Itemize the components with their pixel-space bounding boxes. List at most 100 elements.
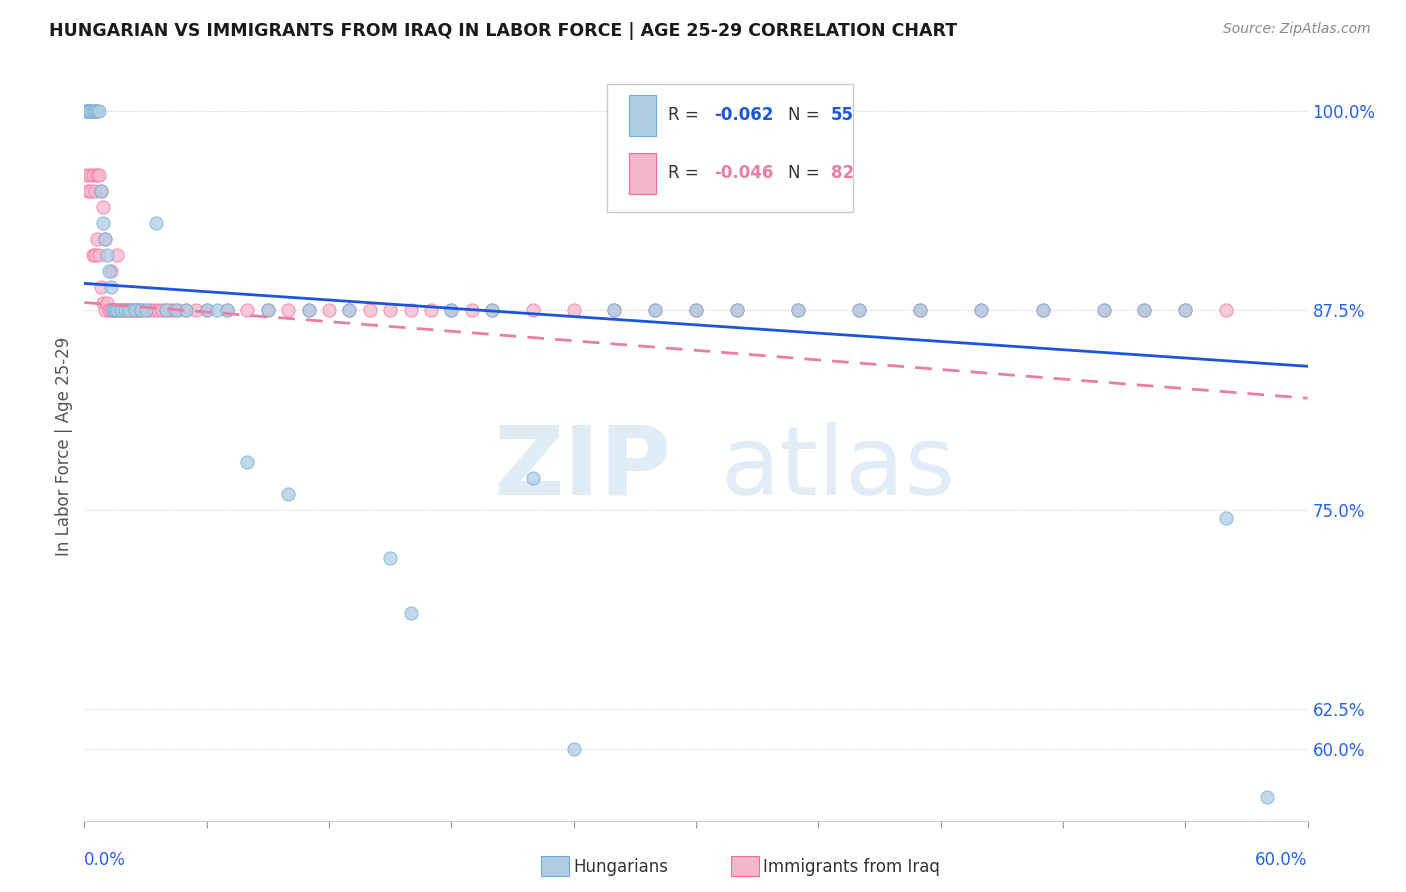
Point <box>725 303 748 318</box>
Text: 55: 55 <box>831 106 853 124</box>
Point <box>145 216 167 230</box>
Point <box>87 104 110 119</box>
Point <box>562 742 585 756</box>
Point <box>787 303 810 318</box>
Point <box>236 303 259 318</box>
Point <box>86 232 108 246</box>
Point <box>1256 789 1278 804</box>
Point <box>82 104 104 119</box>
Point <box>87 168 110 182</box>
Point <box>217 303 239 318</box>
Point <box>110 303 132 318</box>
Point <box>257 303 280 318</box>
Point <box>522 303 544 318</box>
Text: -0.062: -0.062 <box>714 106 773 124</box>
Point <box>124 303 146 318</box>
Point <box>82 248 104 262</box>
Point <box>339 303 361 318</box>
Point <box>277 303 299 318</box>
Point <box>114 303 136 318</box>
Point <box>105 303 128 318</box>
Text: Immigrants from Iraq: Immigrants from Iraq <box>763 858 941 876</box>
Y-axis label: In Labor Force | Age 25-29: In Labor Force | Age 25-29 <box>55 336 73 556</box>
Point <box>1092 303 1115 318</box>
FancyBboxPatch shape <box>606 84 852 212</box>
Point <box>79 184 101 198</box>
Text: N =: N = <box>787 106 824 124</box>
Point <box>159 303 181 318</box>
Point <box>101 303 124 318</box>
Text: R =: R = <box>668 106 704 124</box>
Point <box>93 232 115 246</box>
Point <box>970 303 993 318</box>
Point <box>359 303 381 318</box>
Point <box>100 263 122 277</box>
Point <box>1032 303 1054 318</box>
Point <box>138 303 160 318</box>
Point <box>79 168 101 182</box>
Point <box>205 303 228 318</box>
Point <box>380 550 402 565</box>
Text: 0.0%: 0.0% <box>84 851 127 869</box>
Point <box>399 303 422 318</box>
Point <box>100 279 122 293</box>
Point <box>79 104 101 119</box>
Point <box>277 487 299 501</box>
Point <box>725 303 748 318</box>
Point <box>603 303 626 318</box>
Point <box>298 303 321 318</box>
Point <box>685 303 707 318</box>
Point <box>77 184 100 198</box>
Text: Hungarians: Hungarians <box>574 858 669 876</box>
Point <box>97 263 120 277</box>
Point <box>75 104 97 119</box>
Point <box>165 303 187 318</box>
Point <box>562 303 585 318</box>
Point <box>77 104 100 119</box>
Point <box>86 168 108 182</box>
Point <box>135 303 157 318</box>
Point <box>461 303 484 318</box>
Point <box>82 168 104 182</box>
Point <box>87 248 110 262</box>
Point <box>236 455 259 469</box>
Point <box>86 104 108 119</box>
Point <box>1174 303 1197 318</box>
Point <box>114 303 136 318</box>
Point <box>83 104 105 119</box>
Point <box>1133 303 1156 318</box>
Point <box>83 248 105 262</box>
Point <box>79 104 101 119</box>
Point <box>481 303 503 318</box>
Point <box>167 303 190 318</box>
Point <box>100 303 122 318</box>
Point <box>644 303 666 318</box>
Point <box>155 303 177 318</box>
Point <box>128 303 150 318</box>
Point <box>1133 303 1156 318</box>
Point <box>124 303 146 318</box>
FancyBboxPatch shape <box>628 153 655 194</box>
Point <box>118 303 141 318</box>
Point <box>115 303 138 318</box>
Point <box>146 303 169 318</box>
Point <box>105 248 128 262</box>
Point <box>93 232 115 246</box>
Text: -0.046: -0.046 <box>714 164 773 182</box>
Point <box>93 303 115 318</box>
Point <box>603 303 626 318</box>
Point <box>1174 303 1197 318</box>
Point <box>75 168 97 182</box>
Point <box>910 303 932 318</box>
Point <box>1092 303 1115 318</box>
Point <box>257 303 280 318</box>
Point <box>440 303 463 318</box>
Point <box>318 303 340 318</box>
Point <box>91 295 114 310</box>
Point <box>420 303 443 318</box>
Point <box>195 303 218 318</box>
Point <box>217 303 239 318</box>
Text: Source: ZipAtlas.com: Source: ZipAtlas.com <box>1223 22 1371 37</box>
Text: R =: R = <box>668 164 704 182</box>
Point <box>101 303 124 318</box>
